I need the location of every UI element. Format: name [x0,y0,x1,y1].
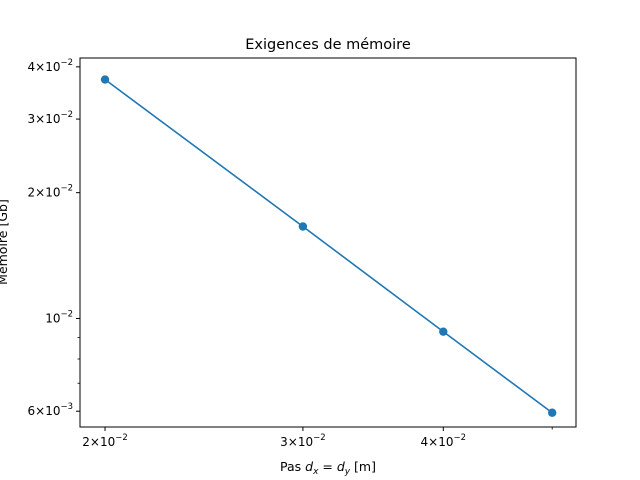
data-point-2 [439,327,448,336]
y-tick-label-2: 2×10−2 [28,184,74,200]
x-tick-label-1: 3×10−2 [280,433,326,449]
chart-title: Exigences de mémoire [245,37,411,53]
plot-area: 4×10−2 3×10−2 2×10−2 10−2 6×10−3 2×10−2 3×10−2… [28,58,557,449]
axes-frame [79,57,577,428]
data-point-0 [100,75,110,84]
y-tick-label-4: 6×10−3 [28,402,74,418]
y-tick-label-3: 10−2 [45,309,73,325]
x-tick-label-2: 4×10−2 [421,433,467,449]
data-point-3 [547,408,557,417]
x-tick-label-0: 2×10−2 [82,433,128,449]
series-line-0 [104,78,553,414]
y-tick-label-0: 4×10−2 [28,58,74,74]
x-axis-label: Pas dx = dy [m] [280,459,376,477]
y-axis-label: Mémoire [Gb] [0,199,10,285]
data-point-1 [298,222,308,231]
y-tick-label-1: 3×10−2 [28,110,74,126]
